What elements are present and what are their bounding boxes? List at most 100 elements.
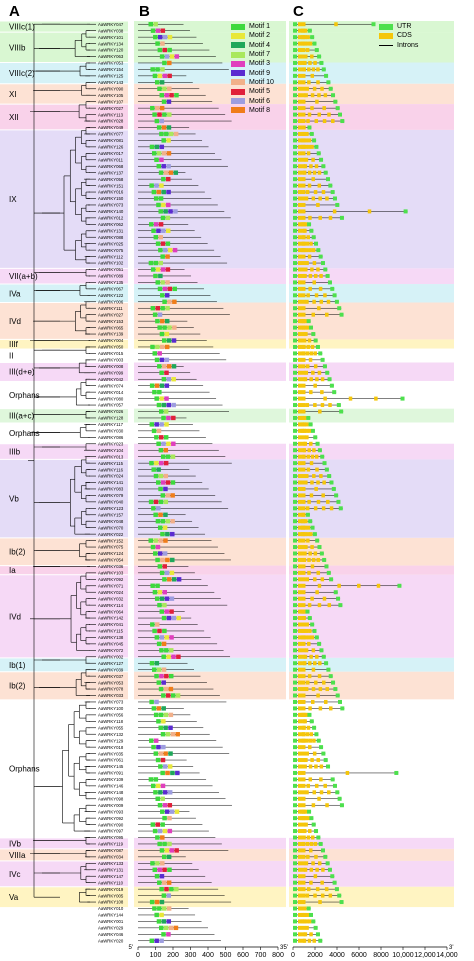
utr-box [293,280,297,285]
cds-box [310,454,315,459]
motif-box [149,222,154,227]
cds-box [316,202,320,207]
utr-box [293,267,297,272]
utr-box [311,235,316,240]
cds-box [305,738,309,743]
motif-box [159,938,164,943]
utr-box [339,312,344,317]
cds-box [324,699,328,704]
motif-box [164,848,170,853]
motif-box [153,551,158,556]
cds-box [298,732,306,737]
group-label: Ib(2) [9,682,26,691]
utr-box [330,874,335,879]
motif-box [165,557,170,563]
motif-box [162,112,167,117]
cds-box [298,900,306,905]
cds-box [302,725,306,730]
cds-box [348,396,353,401]
utr-box [293,119,297,124]
motif-box [174,809,180,814]
cds-box [307,80,311,85]
motif-box [163,460,169,466]
gene-id-label: AaWRKY120 [98,48,124,53]
motif-tracks [138,22,232,943]
cds-box [306,538,310,543]
motif-box [158,235,163,240]
motif-box [161,615,167,621]
cds-box [305,790,309,795]
group-label: IIIf [9,340,19,349]
motif-box [165,493,170,498]
gene-id-label: AaWRKY144 [98,913,124,918]
motif-box [162,34,168,40]
group-label: IVa [9,289,21,298]
utr-box [332,196,337,201]
motif-box [164,422,169,427]
utr-box [293,609,297,614]
group-band-gene [289,699,454,838]
gene-id-label: AaWRKY098 [98,796,124,801]
cds-box [313,874,318,879]
utr-box [293,706,297,711]
motif-box [167,47,172,53]
motif-box [154,183,159,188]
motif-box [155,267,161,272]
cds-box [304,809,308,814]
cds-box [307,254,312,259]
group-band-gene [289,21,454,33]
cds-box [306,344,310,349]
group-band-motif [134,848,286,861]
motif-box [163,538,168,543]
group-band-motif [134,284,286,303]
group-band-gene [289,62,454,84]
gene-id-label: AaWRKY010 [98,906,124,911]
utr-box [305,609,310,614]
motif-box [168,925,174,931]
utr-box [293,628,297,633]
cds-box [309,164,313,169]
motif-box [151,467,156,472]
cds-box [300,919,304,924]
cds-box [302,809,306,814]
group-band-tree [0,671,128,700]
cds-box [298,151,306,156]
cds-box [311,370,315,375]
motif-box [154,357,160,363]
motif-box [162,60,167,66]
cds-box [306,235,310,240]
cds-box [321,493,325,498]
utr-box [308,325,313,330]
cds-box [298,938,306,943]
cds-box [305,299,309,304]
cds-box [298,228,306,233]
group-label: Ib(1) [9,661,26,670]
cds-box [314,454,319,459]
gene-id-label: AaWRKY034 [98,855,124,860]
cds-box [308,848,313,853]
cds-box [298,209,306,214]
gene-id-label: AaWRKY122 [98,293,124,298]
motif-legend-swatch [231,23,245,30]
cds-box [298,880,306,885]
structure-legend: UTR CDS Introns [379,22,418,50]
utr-box [322,364,327,369]
motif-box [164,383,170,388]
cds-box [313,190,318,195]
motif-box [163,170,169,175]
cds-box [300,35,305,40]
utr-box [293,106,297,111]
cds-box [312,280,316,285]
motif-box [159,435,164,440]
structure-legend-swatch [379,44,393,46]
motif-box [172,299,177,304]
motif-box [163,448,169,453]
group-band-motif [134,422,286,444]
cds-box [310,93,315,98]
cds-box [311,687,316,692]
motif-box [160,770,165,776]
cds-box [314,854,318,859]
cds-box [298,796,306,801]
cds-box [303,932,308,937]
cds-box [306,119,310,124]
